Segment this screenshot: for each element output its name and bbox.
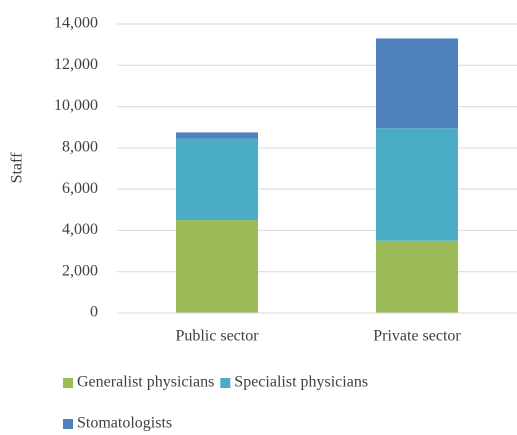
legend-swatch: [63, 419, 73, 429]
legend-label: Stomatologists: [77, 415, 172, 432]
y-tick-label: 8,000: [62, 139, 98, 156]
y-tick-label: 2,000: [62, 262, 98, 279]
y-tick-label: 10,000: [54, 97, 98, 114]
bar-segment: [376, 240, 458, 313]
y-axis-label: Staff: [9, 152, 26, 183]
x-tick-label: Public sector: [175, 328, 259, 345]
bar-segment: [376, 38, 458, 129]
x-tick-label: Private sector: [373, 328, 461, 345]
legend-swatch: [220, 378, 231, 388]
y-tick-label: 6,000: [62, 180, 98, 197]
y-tick-label: 4,000: [62, 221, 98, 238]
legend-label: Generalist physicians: [77, 374, 214, 391]
bar-segment: [376, 128, 458, 241]
legend-label: Specialist physicians: [234, 374, 368, 391]
y-tick-label: 0: [90, 304, 98, 321]
legend-swatch: [63, 378, 73, 388]
bar-segment: [176, 138, 258, 221]
y-tick-label: 12,000: [54, 56, 98, 73]
y-tick-label: 14,000: [54, 15, 98, 32]
bar-segment: [176, 220, 258, 313]
bar-segment: [176, 132, 258, 139]
